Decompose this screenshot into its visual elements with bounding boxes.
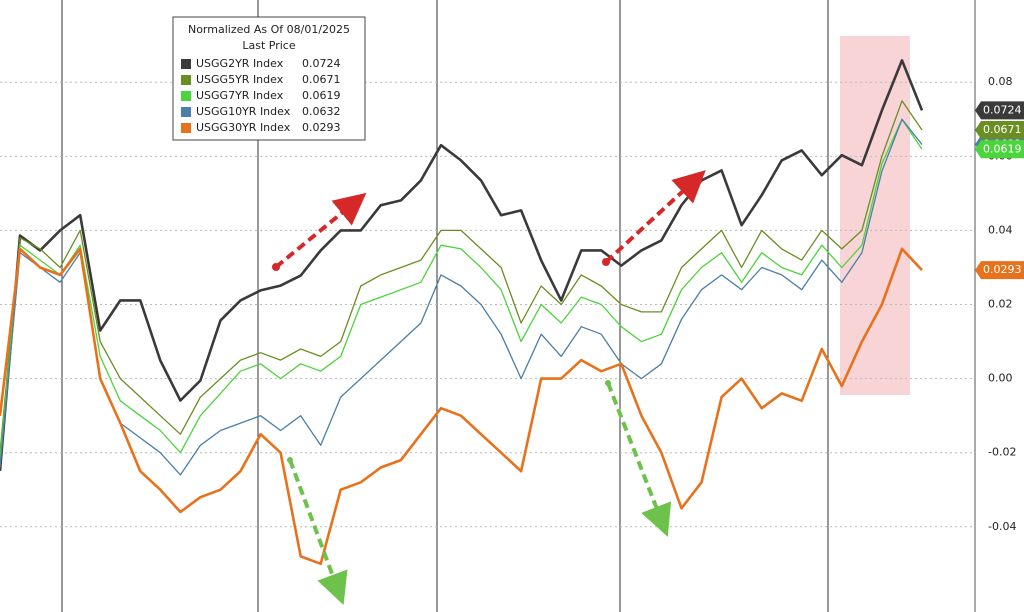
- tag-value: 0.0619: [983, 142, 1022, 155]
- legend-value: 0.0632: [302, 105, 341, 118]
- y-tick-label: 0.02: [988, 298, 1013, 311]
- legend-label: USGG7YR Index: [196, 89, 284, 102]
- last-price-tag: 0.0293: [975, 261, 1024, 280]
- legend-label: USGG10YR Index: [196, 105, 291, 118]
- legend: Normalized As Of 08/01/2025 Last Price U…: [172, 16, 366, 141]
- y-tick-label: 0.08: [988, 75, 1013, 88]
- tag-value: 0.0724: [983, 103, 1022, 116]
- legend-value: 0.0671: [302, 73, 341, 86]
- y-tick-label: -0.04: [988, 520, 1016, 533]
- legend-title: Normalized As Of 08/01/2025: [188, 23, 350, 36]
- tag-value: 0.0293: [983, 263, 1022, 276]
- y-tick-label: 0.04: [988, 223, 1013, 236]
- tag-value: 0.0671: [983, 123, 1022, 136]
- annotation-arrows: [272, 170, 706, 606]
- legend-swatch: [181, 59, 191, 69]
- legend-value: 0.0293: [302, 121, 341, 134]
- tag-shape: [975, 140, 1024, 159]
- legend-label: USGG30YR Index: [196, 121, 291, 134]
- last-price-tag: 0.0619: [975, 140, 1024, 159]
- legend-swatch: [181, 75, 191, 85]
- legend-swatch: [181, 91, 191, 101]
- series-line: [0, 247, 923, 566]
- last-price-tag: 0.0671: [975, 121, 1024, 140]
- tag-shape: [975, 261, 1024, 280]
- legend-value: 0.0619: [302, 89, 341, 102]
- legend-label: USGG5YR Index: [196, 73, 284, 86]
- tag-shape: [975, 121, 1024, 140]
- series-line: [0, 118, 923, 461]
- legend-label: USGG2YR Index: [196, 57, 284, 70]
- legend-swatch: [181, 123, 191, 133]
- legend-box: [172, 16, 366, 141]
- legend-swatch: [181, 107, 191, 117]
- series-line: [0, 118, 923, 476]
- legend-value: 0.0724: [302, 57, 341, 70]
- highlight-region: [840, 36, 910, 395]
- y-tick-label: 0.00: [988, 372, 1013, 385]
- last-price-tag: 0.0724: [975, 101, 1024, 120]
- series-line: [0, 59, 924, 472]
- series-line: [0, 100, 923, 453]
- legend-subtitle: Last Price: [242, 39, 295, 52]
- tag-shape: [975, 101, 1024, 120]
- y-tick-label: -0.02: [988, 446, 1016, 459]
